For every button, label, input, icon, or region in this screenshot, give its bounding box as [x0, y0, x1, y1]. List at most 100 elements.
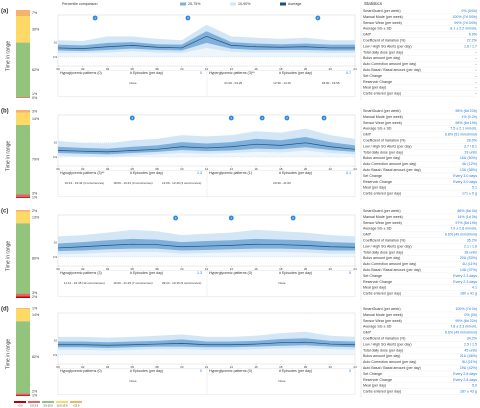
stat-label: Sensor Wear (per week)	[363, 121, 402, 125]
x-tick-label: 08	[155, 267, 159, 271]
tir-label: 3%	[32, 291, 38, 295]
tir-label: 79%	[32, 158, 40, 162]
stat-value: 2.5 / 1.5	[464, 342, 477, 346]
pattern-item: 16:44 - 19:44 (3 occurrences)	[65, 181, 104, 185]
stat-label: Low / High SG Alerts (per day)	[363, 144, 412, 148]
stat-value: 38 units	[464, 250, 477, 254]
pattern-marker-label: 3	[175, 216, 177, 220]
stat-value: --	[475, 92, 478, 96]
stat-label: Reservoir Change	[363, 180, 392, 184]
x-tick-label: 00	[56, 365, 60, 369]
stat-value: 6.9%	[469, 33, 478, 37]
episodes-value: 1.3	[197, 171, 202, 175]
pattern-title: Hyperglycemic patterns (0)	[209, 369, 252, 373]
y-tick-label: 10	[54, 141, 58, 145]
stat-label: Total daily dose (per day)	[363, 50, 403, 54]
legend-swatch	[230, 2, 236, 6]
stat-label: Manual Mode (per week)	[363, 313, 403, 317]
stat-label: Total daily dose (per day)	[363, 250, 403, 254]
legend-swatch	[180, 2, 186, 6]
stat-label: Auto Correction amount (per day)	[363, 262, 416, 266]
pattern-item: None	[278, 281, 286, 285]
range-swatch	[42, 401, 54, 403]
tir-segment	[16, 223, 30, 294]
tir-segment	[16, 211, 30, 224]
y-tick-label: 3.9	[53, 353, 58, 357]
stat-label: Carbs entered (per day)	[363, 192, 401, 196]
x-tick-label: 02	[81, 365, 85, 369]
stat-label: Carbs entered (per day)	[363, 390, 401, 394]
stat-label: Carbs entered (per day)	[363, 92, 401, 96]
pattern-marker-label: 1	[261, 116, 263, 120]
stat-value: 6.8% (51 mmol/mol)	[445, 133, 477, 137]
x-tick-label: 00	[56, 267, 60, 271]
stat-value: Every 2.8 days	[453, 378, 477, 382]
stat-value: Every 3.0 days	[453, 174, 477, 178]
stat-value: --	[475, 56, 478, 60]
episodes-value: 0.1	[346, 171, 351, 175]
median-line	[58, 341, 356, 346]
episodes-value: 0.7	[346, 71, 351, 75]
x-tick-label: 16	[254, 365, 258, 369]
stat-label: Set Change	[363, 274, 382, 278]
x-tick-label: 10	[180, 167, 184, 171]
range-swatch	[28, 401, 40, 403]
stat-label: GMI*	[363, 331, 372, 335]
y-tick-label: 10	[54, 241, 58, 245]
stat-value: --	[475, 62, 478, 66]
stat-value: 14% (1d 0h)	[457, 215, 477, 219]
x-tick-label: 20	[304, 67, 308, 71]
stat-value: 0% (0/0h)	[461, 9, 477, 13]
stat-value: --	[475, 80, 478, 84]
tir-segment	[16, 97, 30, 98]
x-tick-label: 06	[131, 267, 135, 271]
stat-value: 5.0	[472, 384, 477, 388]
stat-label: Set Change	[363, 74, 382, 78]
pattern-item: None	[129, 379, 137, 383]
x-tick-label: 06	[131, 67, 135, 71]
range-swatch	[56, 401, 68, 403]
median-line	[57, 243, 356, 249]
tir-segment	[16, 110, 30, 113]
tir-segment	[16, 10, 30, 17]
x-tick-label: 16	[254, 267, 258, 271]
pattern-marker-label: 2	[317, 16, 319, 20]
tir-segment	[16, 194, 30, 198]
stat-value: --	[475, 74, 478, 78]
stat-value: 96% (6d 23h)	[455, 109, 477, 113]
stat-value: 86% (6d 0h)	[457, 209, 477, 213]
stat-label: Coefficient of Variation (%)	[363, 38, 405, 42]
stat-label: Average SG ± SD	[363, 27, 392, 31]
pattern-marker	[185, 15, 191, 21]
tir-segment	[16, 112, 30, 125]
stat-label: Low / High SG Alerts (per day)	[363, 44, 412, 48]
x-tick-label: 12	[205, 167, 209, 171]
stat-value: 5U (11%)	[462, 360, 477, 364]
stat-label: Total daily dose (per day)	[363, 348, 403, 352]
stat-value: 2.1 / 1.6	[464, 244, 477, 248]
x-tick-label: 16	[254, 67, 258, 71]
tir-title: Time in range	[5, 339, 11, 370]
x-tick-label: 08	[155, 167, 159, 171]
stat-label: Auto Basal / Basal amount (per day)	[363, 168, 421, 172]
stat-value: 28.0%	[467, 138, 478, 142]
tir-segment	[16, 210, 30, 212]
tir-label: 2%	[32, 209, 38, 213]
tir-label: 14%	[32, 117, 40, 121]
pattern-item: 11:14 - 16:45 (12 occurrences)	[64, 281, 105, 285]
x-tick-label: 22	[329, 67, 333, 71]
x-tick-label: 24	[353, 167, 357, 171]
x-tick-label: 20	[304, 267, 308, 271]
pattern-item: 01:00 - 04:25	[224, 81, 242, 85]
x-tick-label: 14	[230, 67, 234, 71]
tir-segment	[16, 124, 30, 195]
patterns-box	[57, 170, 356, 197]
tir-segment	[16, 42, 30, 98]
episodes-label: # Episodes (per day)	[279, 171, 312, 175]
pattern-marker	[259, 115, 265, 121]
stat-value: 27.2%	[467, 38, 478, 42]
tir-label: 82%	[32, 355, 40, 359]
x-tick-label: 14	[230, 167, 234, 171]
percentile-band	[58, 137, 355, 155]
x-tick-label: 06	[131, 365, 135, 369]
